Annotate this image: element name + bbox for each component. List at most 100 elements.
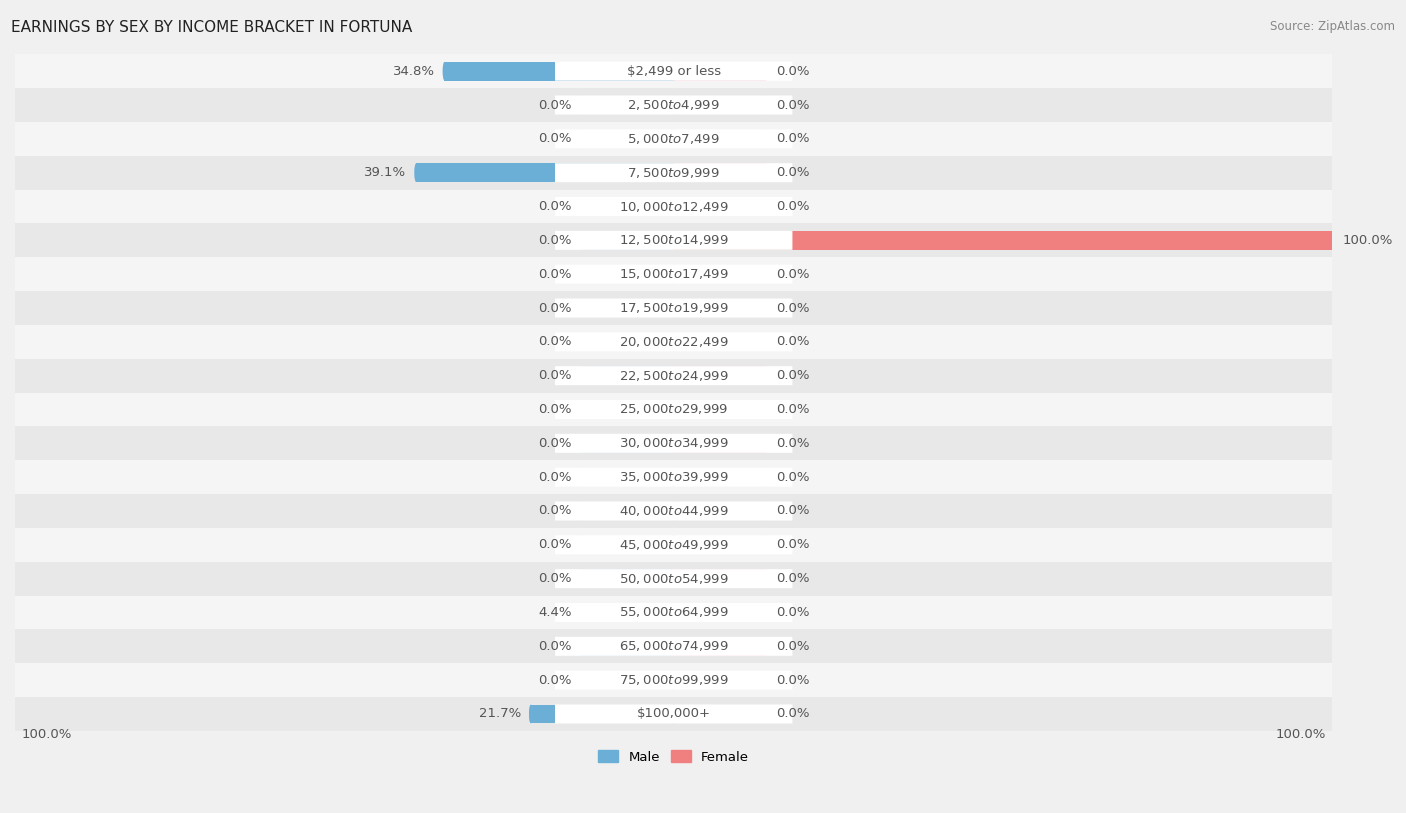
Text: Source: ZipAtlas.com: Source: ZipAtlas.com xyxy=(1270,20,1395,33)
Circle shape xyxy=(579,198,583,215)
Circle shape xyxy=(529,705,533,724)
Bar xyxy=(582,198,673,215)
Circle shape xyxy=(672,637,675,655)
Bar xyxy=(15,359,1333,393)
Bar xyxy=(15,426,1333,460)
Circle shape xyxy=(672,231,675,250)
Bar xyxy=(582,231,673,250)
Bar xyxy=(582,637,673,655)
Bar xyxy=(444,62,673,80)
Circle shape xyxy=(443,62,446,80)
Bar xyxy=(15,697,1333,731)
Bar xyxy=(673,231,1333,250)
Bar xyxy=(673,265,766,284)
Circle shape xyxy=(672,434,675,453)
Bar xyxy=(582,671,673,689)
Circle shape xyxy=(763,163,768,182)
Circle shape xyxy=(672,569,675,588)
Circle shape xyxy=(672,333,675,351)
Circle shape xyxy=(672,705,675,724)
Bar xyxy=(673,231,1333,250)
Circle shape xyxy=(415,163,418,182)
Text: 0.0%: 0.0% xyxy=(776,471,810,484)
Text: $75,000 to $99,999: $75,000 to $99,999 xyxy=(619,673,728,687)
Bar xyxy=(15,257,1333,291)
Text: $2,499 or less: $2,499 or less xyxy=(627,65,721,78)
FancyBboxPatch shape xyxy=(555,637,793,656)
Bar xyxy=(673,231,1333,250)
Text: $12,500 to $14,999: $12,500 to $14,999 xyxy=(619,233,728,247)
Bar xyxy=(444,62,673,80)
Text: 0.0%: 0.0% xyxy=(776,437,810,450)
Circle shape xyxy=(579,434,583,453)
Text: 0.0%: 0.0% xyxy=(776,200,810,213)
Text: 0.0%: 0.0% xyxy=(538,674,572,687)
Bar xyxy=(673,198,766,215)
Circle shape xyxy=(672,198,675,215)
Text: 0.0%: 0.0% xyxy=(776,166,810,179)
Circle shape xyxy=(579,400,583,419)
Circle shape xyxy=(763,367,768,385)
Circle shape xyxy=(763,129,768,148)
Bar xyxy=(673,298,766,317)
Bar xyxy=(15,494,1333,528)
Circle shape xyxy=(763,705,768,724)
Legend: Male, Female: Male, Female xyxy=(593,745,755,769)
Circle shape xyxy=(672,705,675,724)
Circle shape xyxy=(763,536,768,554)
FancyBboxPatch shape xyxy=(555,704,793,724)
Text: $65,000 to $74,999: $65,000 to $74,999 xyxy=(619,639,728,654)
Text: $45,000 to $49,999: $45,000 to $49,999 xyxy=(619,538,728,552)
Text: 0.0%: 0.0% xyxy=(538,538,572,551)
Bar xyxy=(673,163,766,182)
Text: 100.0%: 100.0% xyxy=(1343,234,1393,247)
Bar xyxy=(673,333,766,351)
Circle shape xyxy=(672,536,675,554)
Text: 0.0%: 0.0% xyxy=(776,606,810,619)
FancyBboxPatch shape xyxy=(555,129,793,149)
Bar xyxy=(673,367,766,385)
Text: $10,000 to $12,499: $10,000 to $12,499 xyxy=(619,199,728,214)
Text: $25,000 to $29,999: $25,000 to $29,999 xyxy=(619,402,728,416)
Text: 0.0%: 0.0% xyxy=(776,707,810,720)
Bar xyxy=(673,96,766,115)
Circle shape xyxy=(672,603,675,622)
Text: 0.0%: 0.0% xyxy=(538,437,572,450)
Bar xyxy=(673,603,766,622)
Bar xyxy=(673,265,766,284)
Bar xyxy=(673,367,766,385)
Text: 0.0%: 0.0% xyxy=(776,505,810,518)
Bar xyxy=(531,705,673,724)
Bar xyxy=(673,569,766,588)
Text: 34.8%: 34.8% xyxy=(392,65,434,78)
Text: 0.0%: 0.0% xyxy=(538,505,572,518)
Circle shape xyxy=(672,298,675,317)
Bar xyxy=(582,536,673,554)
Bar xyxy=(673,569,766,588)
Text: 4.4%: 4.4% xyxy=(538,606,572,619)
Bar xyxy=(673,502,766,520)
Bar xyxy=(416,163,673,182)
Bar xyxy=(645,603,673,622)
Bar xyxy=(673,129,766,148)
Circle shape xyxy=(672,637,675,655)
Circle shape xyxy=(579,367,583,385)
Bar xyxy=(582,265,673,284)
Circle shape xyxy=(672,265,675,284)
Bar xyxy=(582,434,673,453)
Circle shape xyxy=(672,62,675,80)
Circle shape xyxy=(579,536,583,554)
Bar xyxy=(15,291,1333,325)
Text: 0.0%: 0.0% xyxy=(776,640,810,653)
Text: 0.0%: 0.0% xyxy=(776,674,810,687)
Bar xyxy=(582,198,673,215)
Circle shape xyxy=(579,671,583,689)
Text: 39.1%: 39.1% xyxy=(364,166,406,179)
Circle shape xyxy=(672,671,675,689)
Circle shape xyxy=(672,231,675,250)
Text: $30,000 to $34,999: $30,000 to $34,999 xyxy=(619,437,728,450)
Bar xyxy=(582,298,673,317)
Bar xyxy=(673,62,766,80)
Bar xyxy=(416,163,673,182)
FancyBboxPatch shape xyxy=(555,434,793,453)
